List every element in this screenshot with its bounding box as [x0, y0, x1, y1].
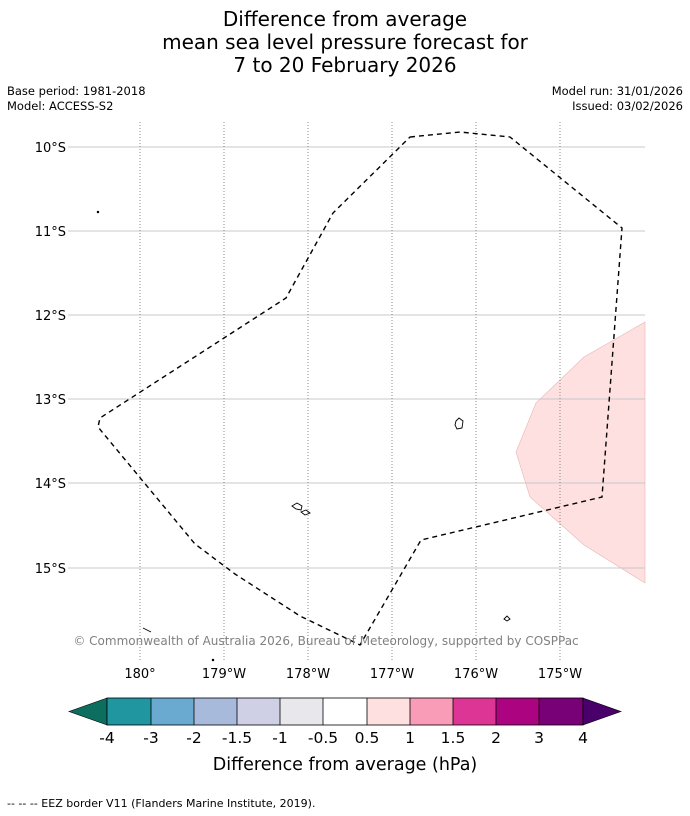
lon-label: 179°W: [202, 667, 246, 682]
colorbar-title: Difference from average (hPa): [213, 755, 478, 775]
lat-label: 13°S: [35, 393, 66, 408]
lat-label: 15°S: [35, 562, 66, 577]
colorbar-tick: -1.5: [222, 729, 252, 747]
colorbar-tick: 1.5: [441, 729, 466, 747]
colorbar-tick: 1: [405, 729, 415, 747]
island-outline: [454, 417, 464, 430]
colorbar-tick: 4: [578, 729, 588, 747]
model-run: Model run: 31/01/2026: [551, 84, 683, 98]
model-name: Model: ACCESS-S2: [7, 99, 114, 113]
colorbar-segment: [496, 698, 539, 725]
meta-left: Base period: 1981-2018 Model: ACCESS-S2: [7, 84, 146, 114]
lon-gridlines: [139, 122, 561, 660]
anomaly-region: [515, 321, 646, 584]
colorbar-high-triangle: [582, 697, 622, 726]
colorbar-segment: [367, 698, 410, 725]
colorbar-dividers: [150, 698, 540, 725]
lat-gridlines: [68, 146, 645, 569]
colorbar: -4 -3 -2 -1.5 -1 -0.5 0.5 1 1.5 2 3 4 Di…: [68, 697, 622, 775]
colorbar-segment: [323, 698, 367, 725]
eez-border: [97, 131, 623, 646]
lon-label: 176°W: [454, 667, 498, 682]
colorbar-segment: [237, 698, 280, 725]
lon-label: 178°W: [286, 667, 330, 682]
issued-date: Issued: 03/02/2026: [572, 99, 683, 113]
title-line-2: mean sea level pressure forecast for: [162, 30, 528, 54]
lon-labels: 180° 179°W 178°W 177°W 176°W 175°W: [124, 667, 582, 682]
island-dot: [211, 658, 215, 662]
lat-label: 11°S: [35, 225, 66, 240]
island-outline: [300, 509, 311, 516]
lat-label: 10°S: [35, 141, 66, 156]
colorbar-tick: 0.5: [355, 729, 380, 747]
island-outline: [142, 627, 152, 633]
base-period: Base period: 1981-2018: [7, 84, 146, 98]
colorbar-segment: [453, 698, 496, 725]
colorbar-tick: -4: [99, 729, 114, 747]
colorbar-segment: [410, 698, 453, 725]
colorbar-segment: [194, 698, 237, 725]
island-outline: [291, 502, 303, 511]
colorbar-tick: 3: [534, 729, 544, 747]
island-outline: [503, 615, 511, 622]
colorbar-frame: [106, 697, 584, 726]
colorbar-tick: -1: [272, 729, 287, 747]
colorbar-segment: [539, 698, 583, 725]
colorbar-tick: -2: [186, 729, 201, 747]
islands: [96, 210, 511, 662]
lat-label: 14°S: [35, 477, 66, 492]
lat-label: 12°S: [35, 309, 66, 324]
colorbar-segment: [107, 698, 151, 725]
colorbar-tick: 2: [491, 729, 501, 747]
meta-right: Model run: 31/01/2026 Issued: 03/02/2026: [552, 84, 683, 114]
colorbar-tick: -0.5: [308, 729, 338, 747]
colorbar-segment: [280, 698, 323, 725]
title-line-3: 7 to 20 February 2026: [233, 53, 457, 77]
title-line-1: Difference from average: [222, 7, 468, 31]
credit-text: © Commonwealth of Australia 2026, Bureau…: [73, 634, 578, 648]
lat-labels: 10°S 11°S 12°S 13°S 14°S 15°S: [35, 141, 66, 577]
island-dot: [96, 210, 100, 214]
lon-label: 180°: [124, 667, 155, 682]
lon-label: 177°W: [370, 667, 414, 682]
colorbar-segment: [151, 698, 194, 725]
chart-title: Difference from average mean sea level p…: [0, 8, 690, 77]
lon-label: 175°W: [538, 667, 582, 682]
colorbar-low-triangle: [68, 697, 108, 726]
colorbar-tick: -3: [143, 729, 158, 747]
eez-legend-note: -- -- -- EEZ border V11 (Flanders Marine…: [7, 797, 316, 810]
